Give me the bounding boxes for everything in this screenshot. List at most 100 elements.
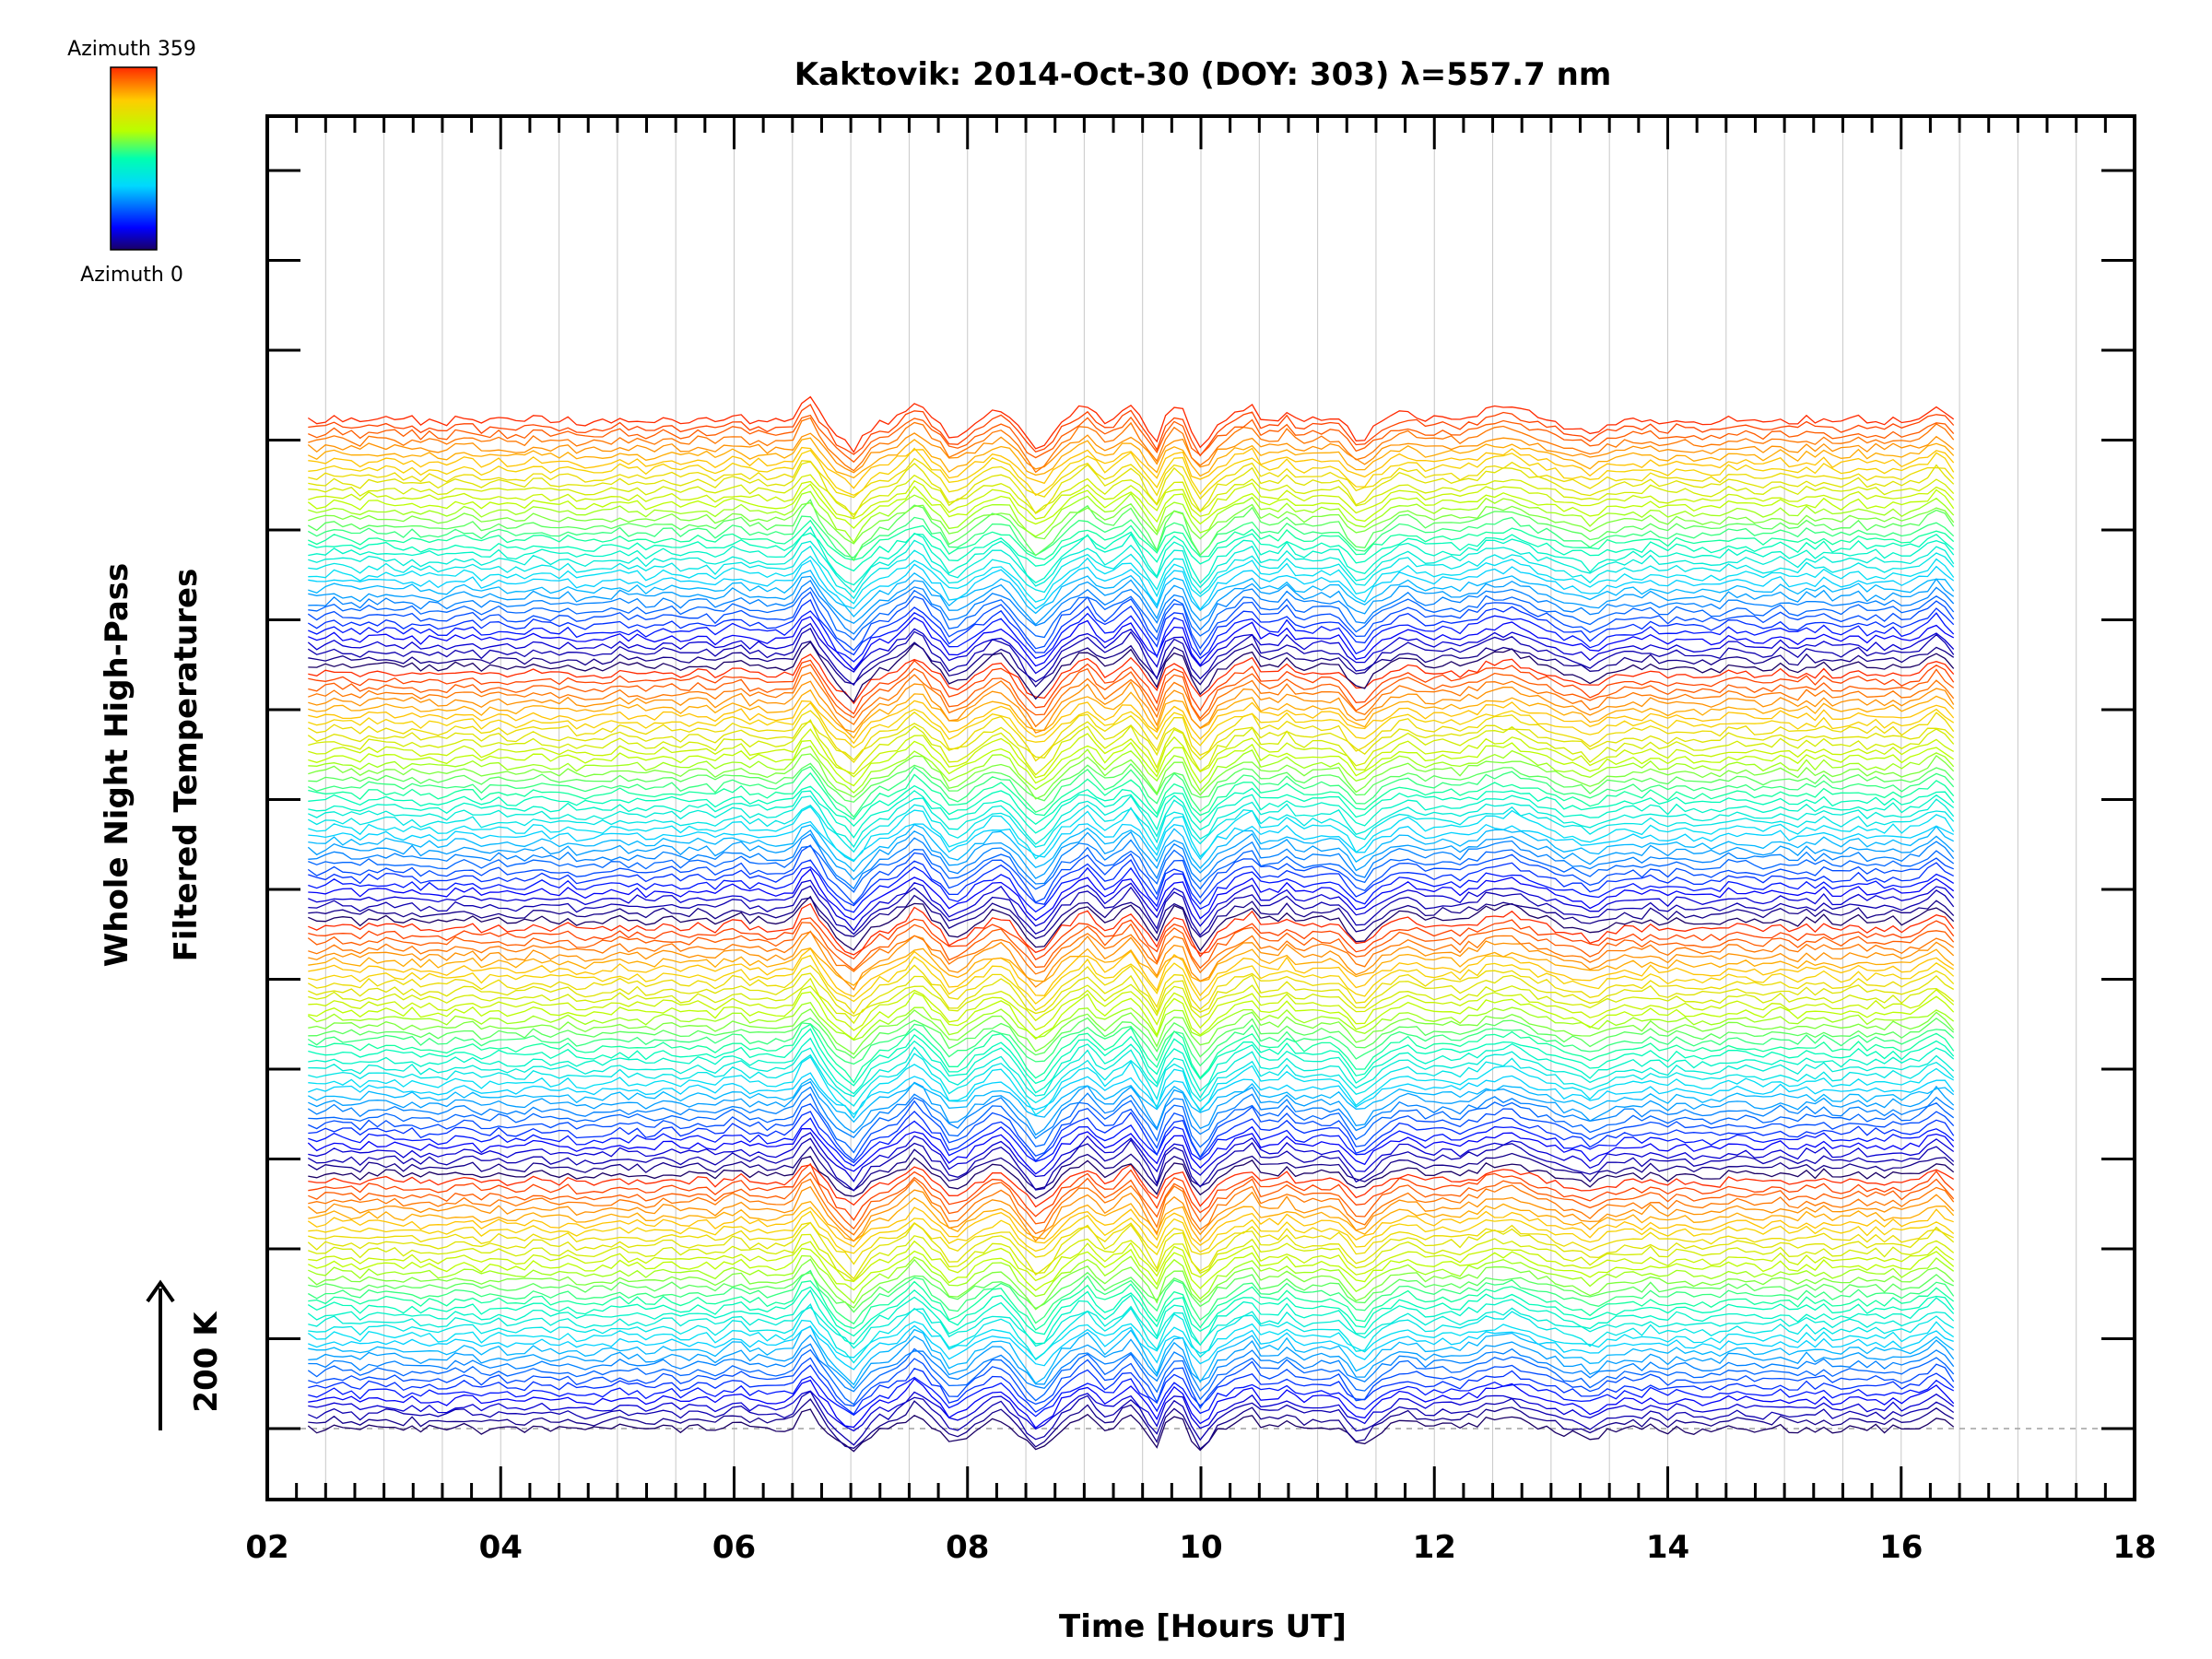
trace-line — [308, 917, 1955, 961]
trace-line — [308, 417, 1955, 474]
trace-line — [308, 1390, 1955, 1446]
scale-arrow-head — [146, 1279, 175, 1303]
trace-line — [308, 1378, 1955, 1430]
trace-line — [307, 1319, 1955, 1360]
trace-line — [307, 1137, 1955, 1192]
trace-line — [307, 499, 1955, 562]
trace-line — [307, 515, 1955, 559]
colorbar: Azimuth 359 Azimuth 0 — [67, 38, 196, 287]
trace-line — [308, 991, 1955, 1041]
trace-line — [308, 1156, 1955, 1200]
trace-line — [307, 1002, 1955, 1041]
trace-line — [308, 525, 1955, 586]
trace-line — [307, 395, 1955, 453]
trace-line — [308, 519, 1955, 561]
trace-line — [307, 1289, 1955, 1347]
trace-line — [308, 1132, 1955, 1182]
trace-line — [308, 1023, 1955, 1084]
x-tick-label: 12 — [1413, 1529, 1456, 1566]
trace-line — [308, 823, 1955, 873]
trace-line — [308, 545, 1955, 600]
trace-line — [308, 820, 1954, 863]
trace-line — [308, 490, 1955, 544]
trace-line — [308, 753, 1955, 800]
trace-line — [308, 1072, 1955, 1120]
trace-line — [308, 806, 1955, 862]
trace-line — [308, 985, 1955, 1031]
trace-line — [308, 446, 1955, 489]
trace-line — [308, 1247, 1955, 1291]
y-axis-title-line1: Whole Night High-Pass — [99, 563, 135, 968]
trace-line — [307, 710, 1955, 764]
trace-line — [308, 1343, 1955, 1393]
trace-line — [307, 622, 1955, 675]
trace-line — [308, 1233, 1955, 1282]
trace-line — [307, 1221, 1955, 1280]
trace-line — [308, 1240, 1955, 1283]
trace-line — [307, 591, 1955, 652]
trace-line — [308, 790, 1955, 839]
trace-line — [308, 1110, 1955, 1164]
trace-line — [308, 794, 1955, 848]
trace-line — [308, 1092, 1955, 1154]
trace-line — [308, 894, 1955, 940]
trace-line — [308, 641, 1955, 703]
trace-line — [308, 947, 1955, 997]
y-axis-title-line2: Filtered Temperatures — [168, 569, 205, 962]
trace-line — [308, 1398, 1955, 1451]
trace-line — [307, 599, 1955, 656]
trace-line — [308, 947, 1955, 986]
trace-line — [308, 1117, 1955, 1167]
trace-line — [308, 1197, 1955, 1242]
trace-line — [308, 1037, 1955, 1095]
trace-line — [307, 964, 1955, 1015]
trace-line — [308, 1162, 1955, 1221]
trace-line — [307, 1185, 1955, 1242]
trace-line — [308, 1046, 1955, 1100]
x-tick-label: 10 — [1179, 1529, 1222, 1566]
trace-line — [308, 579, 1955, 635]
x-tick-label: 08 — [946, 1529, 989, 1566]
trace-line — [308, 1334, 1955, 1390]
x-tick-labels: 02 04 06 08 10 12 14 16 18 — [245, 1529, 2156, 1566]
trace-line — [308, 833, 1955, 890]
trace-line — [307, 1127, 1955, 1175]
trace-line — [308, 555, 1955, 605]
trace-line — [308, 479, 1955, 520]
trace-line — [307, 804, 1955, 853]
grid — [267, 116, 2135, 1500]
trace-line — [307, 627, 1955, 687]
trace-line — [308, 1305, 1955, 1349]
trace-line — [308, 1303, 1955, 1364]
trace-line — [308, 616, 1955, 671]
x-axis-title: Time [Hours UT] — [1059, 1608, 1347, 1645]
trace-line — [308, 457, 1955, 500]
trace-line — [308, 447, 1955, 497]
trace-line — [307, 844, 1954, 905]
trace-line — [307, 922, 1955, 971]
trace-line — [308, 1007, 1955, 1055]
trace-line — [308, 1357, 1955, 1409]
trace-line — [308, 1178, 1955, 1236]
trace-line — [308, 680, 1955, 734]
trace-line — [308, 700, 1955, 745]
trace-line — [308, 531, 1955, 572]
trace-line — [308, 688, 1955, 739]
trace-line — [307, 483, 1955, 530]
trace-line — [307, 1258, 1955, 1311]
colorbar-bottom-label: Azimuth 0 — [80, 264, 183, 287]
trace-line — [307, 830, 1955, 881]
x-tick-label: 16 — [1879, 1529, 1923, 1566]
trace-line — [308, 570, 1955, 618]
trace-line — [308, 1375, 1954, 1418]
trace-line — [308, 1100, 1955, 1161]
trace-line — [308, 765, 1955, 818]
trace-line — [308, 865, 1955, 913]
scale-label: 200 K — [188, 1311, 225, 1413]
x-tick-label: 18 — [2112, 1529, 2156, 1566]
trace-line — [308, 739, 1955, 787]
trace-line — [308, 745, 1955, 794]
trace-line — [308, 902, 1955, 958]
trace-line — [308, 858, 1954, 907]
x-tick-label: 14 — [1646, 1529, 1689, 1566]
